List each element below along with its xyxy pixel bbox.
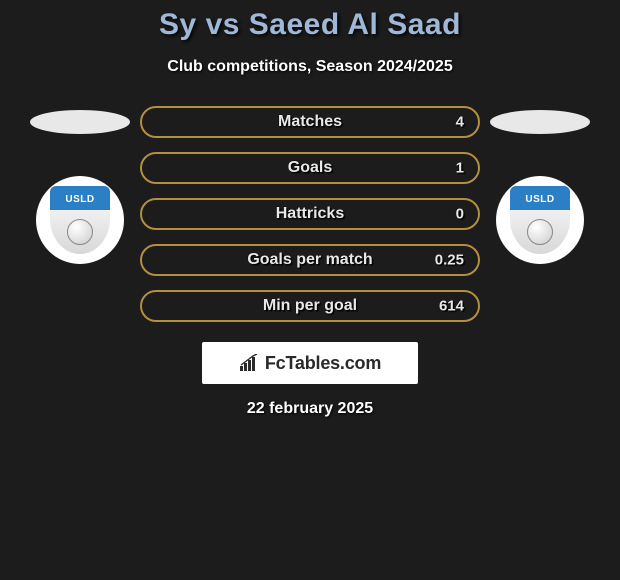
stat-row-goals-per-match: Goals per match 0.25 [140, 244, 480, 276]
stat-value: 614 [439, 298, 464, 315]
stat-row-matches: Matches 4 [140, 106, 480, 138]
stat-value: 1 [456, 160, 464, 177]
club-logo-right: USLD [496, 176, 584, 264]
stat-label: Hattricks [276, 205, 344, 223]
left-player-column: USLD [30, 106, 130, 264]
stat-label: Goals [288, 159, 332, 177]
soccer-ball-icon [67, 219, 93, 245]
comparison-title: Sy vs Saeed Al Saad [159, 8, 461, 42]
club-logo-left: USLD [36, 176, 124, 264]
stat-row-goals: Goals 1 [140, 152, 480, 184]
stats-column: Matches 4 Goals 1 Hattricks 0 Goals per … [140, 106, 480, 322]
date-line: 22 february 2025 [247, 400, 373, 418]
stat-row-min-per-goal: Min per goal 614 [140, 290, 480, 322]
brand-box[interactable]: FcTables.com [202, 342, 418, 384]
stat-value: 0.25 [435, 252, 464, 269]
shield-icon: USLD [510, 186, 570, 254]
stat-label: Min per goal [263, 297, 357, 315]
shield-body [50, 210, 110, 254]
shield-body [510, 210, 570, 254]
stat-row-hattricks: Hattricks 0 [140, 198, 480, 230]
infographic-container: Sy vs Saeed Al Saad Club competitions, S… [0, 0, 620, 418]
shield-icon: USLD [50, 186, 110, 254]
player-placeholder-right [490, 110, 590, 134]
right-player-column: USLD [490, 106, 590, 264]
season-subtitle: Club competitions, Season 2024/2025 [167, 58, 452, 76]
brand-label: FcTables.com [265, 353, 381, 374]
stat-label: Goals per match [247, 251, 372, 269]
stat-label: Matches [278, 113, 342, 131]
shield-abbrev: USLD [50, 186, 110, 212]
shield-abbrev: USLD [510, 186, 570, 212]
stat-value: 0 [456, 206, 464, 223]
player-placeholder-left [30, 110, 130, 134]
bar-chart-icon [239, 354, 261, 372]
soccer-ball-icon [527, 219, 553, 245]
stat-value: 4 [456, 114, 464, 131]
main-row: USLD Matches 4 Goals 1 Hattricks 0 [0, 106, 620, 322]
